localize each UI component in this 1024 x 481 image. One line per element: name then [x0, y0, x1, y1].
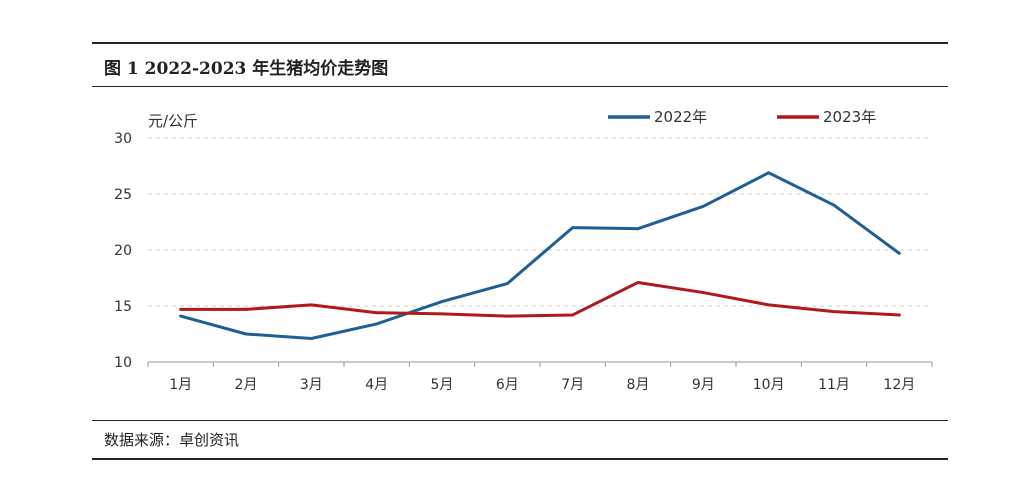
source-rule: [92, 420, 948, 421]
y-tick-label: 10: [114, 355, 132, 371]
x-tick-label: 9月: [692, 377, 715, 393]
y-tick-label: 25: [114, 187, 132, 203]
y-tick-label: 15: [114, 299, 132, 315]
x-tick-label: 3月: [300, 377, 323, 393]
x-tick-label: 4月: [365, 377, 388, 393]
figure-frame: 图 1 2022-2023 年生猪均价走势图 数据来源：卓创资讯: [92, 42, 948, 460]
y-unit-label: 元/公斤: [148, 112, 198, 130]
x-tick-label: 12月: [883, 377, 915, 393]
title-rule: [92, 86, 948, 87]
series-line-1: [179, 171, 901, 340]
y-tick-label: 30: [114, 131, 132, 147]
series-lines: [179, 171, 901, 340]
x-tick-label: 11月: [818, 377, 850, 393]
x-tick-label: 7月: [561, 377, 584, 393]
figure-title: 图 1 2022-2023 年生猪均价走势图: [104, 59, 389, 79]
series-line-2: [179, 280, 901, 318]
y-tick-label: 20: [114, 243, 132, 259]
y-axis-labels: 10 15 20 25 30: [114, 131, 132, 371]
gridlines: [148, 137, 932, 307]
legend-label: 2022年: [654, 108, 707, 126]
figure-source: 数据来源：卓创资讯: [104, 431, 240, 449]
top-rule: [92, 42, 948, 44]
x-tick-label: 5月: [431, 377, 454, 393]
x-tick-label: 10月: [753, 377, 785, 393]
x-axis-ticks: 1月 2月 3月 4月 5月 6月 7月 8月 9月 10月 11月 12月: [147, 362, 933, 393]
legend-label: 2023年: [823, 108, 876, 126]
bottom-rule: [92, 458, 948, 460]
x-tick-label: 6月: [496, 377, 519, 393]
x-tick-label: 2月: [235, 377, 258, 393]
x-tick-label: 8月: [627, 377, 650, 393]
x-tick-label: 1月: [169, 377, 192, 393]
legend: 2022年 2023年: [608, 108, 876, 126]
